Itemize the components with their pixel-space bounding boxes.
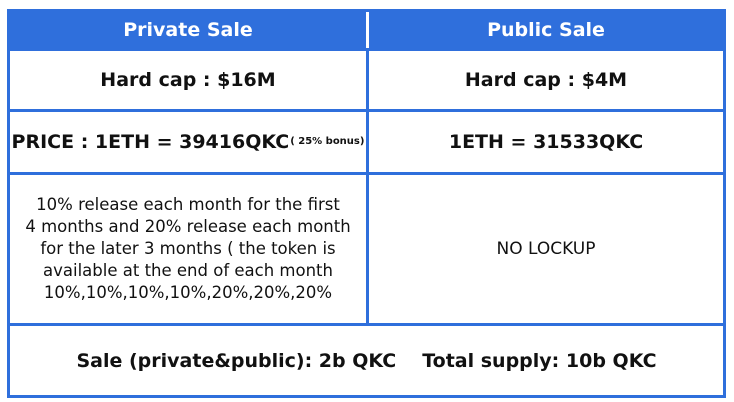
sale-table: Private Sale Public Sale Hard cap : $16M…	[7, 9, 726, 398]
private-price: PRICE : 1ETH = 39416QKC	[11, 131, 290, 153]
public-release-cell: NO LOCKUP	[369, 172, 723, 323]
private-hard-cap: Hard cap : $16M	[100, 69, 276, 91]
public-price-cell: 1ETH = 31533QKC	[369, 109, 723, 172]
public-lockup: NO LOCKUP	[496, 239, 596, 259]
private-release-schedule: 10% release each month for the first 4 m…	[17, 194, 358, 304]
release-line: 10%,10%,10%,10%,20%,20%,20%	[43, 283, 333, 302]
total-supply: Total supply: 10b QKC	[422, 349, 657, 372]
release-line: 4 months and 20% release each month	[25, 217, 351, 236]
sale-total: Sale (private&public): 2b QKC	[76, 349, 397, 372]
public-price: 1ETH = 31533QKC	[448, 131, 644, 153]
private-hard-cap-cell: Hard cap : $16M	[10, 48, 369, 109]
release-line: available at the end of each month	[43, 261, 333, 280]
private-release-cell: 10% release each month for the first 4 m…	[10, 172, 369, 323]
public-sale-header: Public Sale	[369, 12, 723, 48]
private-bonus: ( 25% bonus)	[290, 135, 365, 147]
private-sale-header: Private Sale	[10, 12, 369, 48]
public-hard-cap: Hard cap : $4M	[464, 69, 628, 91]
release-line: for the later 3 months ( the token is	[40, 239, 336, 258]
release-line: 10% release each month for the first	[36, 195, 340, 214]
private-price-cell: PRICE : 1ETH = 39416QKC( 25% bonus)	[10, 109, 369, 172]
supply-footer: Sale (private&public): 2b QKC Total supp…	[10, 323, 723, 395]
public-hard-cap-cell: Hard cap : $4M	[369, 48, 723, 109]
